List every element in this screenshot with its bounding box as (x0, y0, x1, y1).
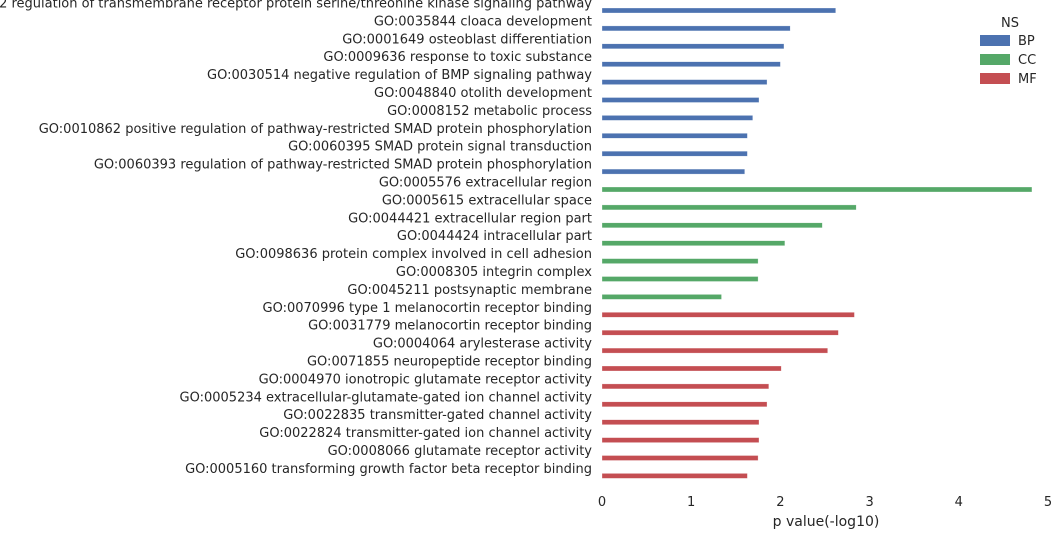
bar-12 (601, 204, 857, 211)
category-label-6: GO:0048840 otolith development (374, 86, 592, 101)
x-tick-label-0: 0 (598, 495, 606, 510)
bar-13 (601, 222, 823, 229)
category-label-15: GO:0098636 protein complex involved in c… (235, 247, 592, 262)
legend-swatch-mf (980, 73, 1010, 84)
category-label-group: GO:0090092 regulation of transmembrane r… (0, 0, 592, 477)
bar-17 (601, 294, 722, 300)
category-label-16: GO:0008305 integrin complex (396, 265, 592, 280)
bar-1 (601, 7, 836, 14)
bar-26 (601, 455, 759, 461)
category-label-25: GO:0022824 transmitter-gated ion channel… (259, 426, 592, 441)
x-axis-label: p value(-log10) (773, 514, 880, 530)
bar-8 (601, 133, 748, 139)
legend: NS BP CC MF (980, 16, 1037, 87)
category-label-5: GO:0030514 negative regulation of BMP si… (207, 68, 592, 83)
category-label-20: GO:0004064 arylesterase activity (373, 337, 592, 352)
legend-label-cc: CC (1018, 53, 1036, 68)
bar-15 (601, 258, 759, 264)
category-label-23: GO:0005234 extracellular-glutamate-gated… (180, 390, 593, 405)
category-label-8: GO:0010862 positive regulation of pathwa… (39, 122, 592, 137)
legend-swatch-bp (980, 35, 1010, 46)
bar-24 (601, 419, 760, 425)
category-label-12: GO:0005615 extracellular space (382, 193, 592, 208)
category-label-4: GO:0009636 response to toxic substance (323, 50, 592, 65)
legend-label-mf: MF (1018, 72, 1037, 87)
bar-20 (601, 347, 828, 354)
x-tick-label-2: 2 (776, 495, 784, 510)
category-label-2: GO:0035844 cloaca development (374, 14, 592, 29)
category-label-27: GO:0005160 transforming growth factor be… (185, 462, 592, 477)
category-label-19: GO:0031779 melanocortin receptor binding (308, 319, 592, 334)
category-label-9: GO:0060395 SMAD protein signal transduct… (288, 140, 592, 155)
x-tick-label-1: 1 (687, 495, 695, 510)
bar-14 (601, 240, 786, 246)
x-tick-label-5: 5 (1044, 495, 1052, 510)
category-label-13: GO:0044421 extracellular region part (348, 211, 592, 226)
bar-7 (601, 115, 753, 121)
bar-4 (601, 61, 781, 67)
category-label-14: GO:0044424 intracellular part (397, 229, 592, 244)
x-tick-label-4: 4 (955, 495, 963, 510)
category-label-11: GO:0005576 extracellular region (379, 176, 592, 191)
bar-5 (601, 79, 768, 85)
bar-6 (601, 97, 760, 103)
bar-11 (601, 186, 1033, 193)
category-label-10: GO:0060393 regulation of pathway-restric… (94, 158, 592, 173)
category-label-3: GO:0001649 osteoblast differentiation (342, 32, 592, 47)
bar-9 (601, 150, 748, 157)
category-label-22: GO:0004970 ionotropic glutamate receptor… (259, 372, 593, 387)
bar-21 (601, 365, 782, 372)
legend-label-bp: BP (1018, 34, 1035, 49)
bar-10 (601, 168, 745, 175)
bar-22 (601, 383, 770, 390)
legend-swatch-cc (980, 54, 1010, 65)
bar-2 (601, 25, 791, 32)
bar-27 (601, 473, 748, 479)
category-label-24: GO:0022835 transmitter-gated channel act… (283, 408, 592, 423)
bar-25 (601, 437, 760, 443)
bar-16 (601, 276, 759, 282)
legend-title: NS (1001, 16, 1019, 31)
x-tick-label-3: 3 (865, 495, 873, 510)
bar-18 (601, 312, 855, 318)
bar-23 (601, 401, 768, 408)
bar-group (601, 7, 1033, 479)
category-label-26: GO:0008066 glutamate receptor activity (328, 444, 593, 459)
category-label-18: GO:0070996 type 1 melanocortin receptor … (263, 301, 592, 316)
x-tick-group: 0 1 2 3 4 5 (598, 495, 1052, 510)
category-label-1: GO:0090092 regulation of transmembrane r… (0, 0, 592, 12)
legend-items: BP CC MF (980, 34, 1037, 87)
category-label-17: GO:0045211 postsynaptic membrane (347, 283, 592, 298)
category-label-21: GO:0071855 neuropeptide receptor binding (307, 355, 592, 370)
category-label-7: GO:0008152 metabolic process (387, 104, 592, 119)
bar-19 (601, 329, 839, 336)
bar-3 (601, 43, 785, 50)
